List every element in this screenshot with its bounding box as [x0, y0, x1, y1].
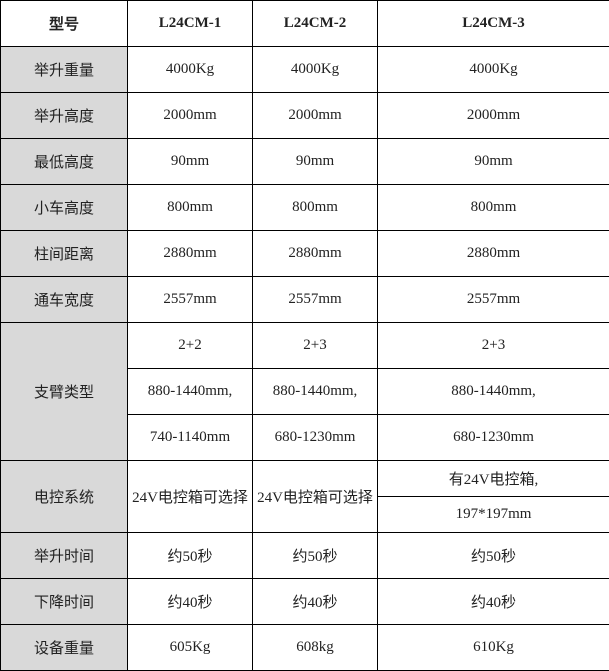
cell: 2880mm [128, 231, 253, 277]
row-label: 支臂类型 [1, 323, 128, 461]
table-header-row: 型号 L24CM-1 L24CM-2 L24CM-3 [1, 1, 609, 47]
cell: 2880mm [378, 231, 609, 277]
cell: 800mm [378, 185, 609, 231]
cell: 90mm [378, 139, 609, 185]
row-label: 柱间距离 [1, 231, 128, 277]
cell: 800mm [253, 185, 378, 231]
table-row: 通车宽度 2557mm 2557mm 2557mm [1, 277, 609, 323]
table-row: 最低高度 90mm 90mm 90mm [1, 139, 609, 185]
cell: 680-1230mm [378, 415, 609, 461]
cell: 约40秒 [128, 579, 253, 625]
row-label: 举升时间 [1, 533, 128, 579]
cell: 2557mm [253, 277, 378, 323]
cell: 880-1440mm, [253, 369, 378, 415]
table-row: 电控系统 24V电控箱可选择 24V电控箱可选择 有24V电控箱, [1, 461, 609, 497]
table-row: 下降时间 约40秒 约40秒 约40秒 [1, 579, 609, 625]
cell: 2000mm [378, 93, 609, 139]
table-row: 柱间距离 2880mm 2880mm 2880mm [1, 231, 609, 277]
table-row: 举升时间 约50秒 约50秒 约50秒 [1, 533, 609, 579]
row-label: 设备重量 [1, 625, 128, 671]
header-label: 型号 [1, 1, 128, 47]
row-label: 下降时间 [1, 579, 128, 625]
cell: 605Kg [128, 625, 253, 671]
cell: 2557mm [128, 277, 253, 323]
cell: 90mm [128, 139, 253, 185]
cell: 800mm [128, 185, 253, 231]
cell: 有24V电控箱, [378, 461, 609, 497]
spec-table: 型号 L24CM-1 L24CM-2 L24CM-3 举升重量 4000Kg 4… [0, 0, 609, 671]
header-c2: L24CM-2 [253, 1, 378, 47]
cell: 4000Kg [128, 47, 253, 93]
row-label: 通车宽度 [1, 277, 128, 323]
cell: 2557mm [378, 277, 609, 323]
table-row: 设备重量 605Kg 608kg 610Kg [1, 625, 609, 671]
header-c3: L24CM-3 [378, 1, 609, 47]
cell: 2+3 [378, 323, 609, 369]
cell: 约50秒 [378, 533, 609, 579]
cell: 2000mm [128, 93, 253, 139]
cell: 2000mm [253, 93, 378, 139]
row-label: 举升高度 [1, 93, 128, 139]
cell: 880-1440mm, [128, 369, 253, 415]
header-c1: L24CM-1 [128, 1, 253, 47]
cell: 680-1230mm [253, 415, 378, 461]
cell: 24V电控箱可选择 [128, 461, 253, 533]
cell: 4000Kg [253, 47, 378, 93]
cell: 24V电控箱可选择 [253, 461, 378, 533]
cell: 197*197mm [378, 497, 609, 533]
row-label: 小车高度 [1, 185, 128, 231]
cell: 880-1440mm, [378, 369, 609, 415]
row-label: 举升重量 [1, 47, 128, 93]
table-row: 支臂类型 2+2 2+3 2+3 [1, 323, 609, 369]
cell: 约40秒 [253, 579, 378, 625]
cell: 2+2 [128, 323, 253, 369]
cell: 2+3 [253, 323, 378, 369]
row-label: 电控系统 [1, 461, 128, 533]
row-label: 最低高度 [1, 139, 128, 185]
table-row: 举升重量 4000Kg 4000Kg 4000Kg [1, 47, 609, 93]
table-row: 小车高度 800mm 800mm 800mm [1, 185, 609, 231]
cell: 610Kg [378, 625, 609, 671]
cell: 约50秒 [128, 533, 253, 579]
cell: 4000Kg [378, 47, 609, 93]
cell: 90mm [253, 139, 378, 185]
cell: 608kg [253, 625, 378, 671]
cell: 约40秒 [378, 579, 609, 625]
cell: 740-1140mm [128, 415, 253, 461]
cell: 约50秒 [253, 533, 378, 579]
cell: 2880mm [253, 231, 378, 277]
table-row: 举升高度 2000mm 2000mm 2000mm [1, 93, 609, 139]
